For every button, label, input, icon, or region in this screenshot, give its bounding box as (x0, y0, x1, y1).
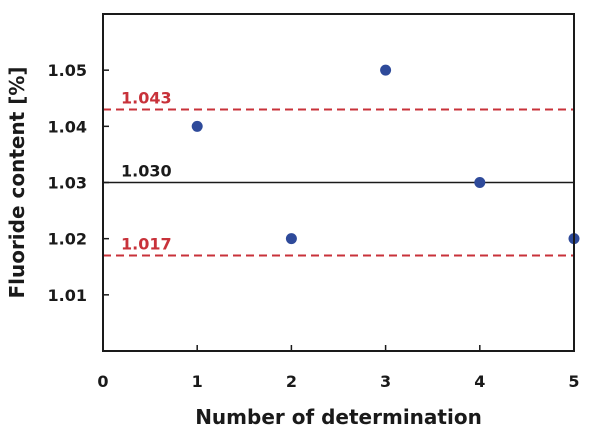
reference-label-1.017: 1.017 (121, 235, 172, 254)
data-point-1 (191, 120, 203, 132)
y-tick-label: 1.01 (48, 286, 87, 305)
data-point-2 (285, 233, 297, 245)
x-tick-label: 2 (286, 372, 297, 391)
x-axis-ticks: 0 1 2 3 4 5 (97, 345, 580, 391)
data-point-4 (474, 177, 486, 188)
plot-content: 1.043 1.030 1.017 (103, 64, 580, 257)
x-tick-label: 3 (380, 372, 391, 391)
x-tick-label: 1 (192, 372, 203, 391)
y-tick-label: 1.05 (48, 61, 87, 80)
y-tick-label: 1.03 (48, 174, 87, 193)
y-axis-label: Fluoride content [%] (5, 66, 29, 298)
data-point-3 (380, 64, 392, 76)
reference-label-1.043: 1.043 (121, 88, 172, 107)
y-axis-ticks: 1.01 1.02 1.03 1.04 1.05 (48, 61, 109, 305)
reference-label-1.030: 1.030 (121, 162, 172, 181)
x-tick-label: 4 (474, 372, 485, 391)
y-tick-label: 1.04 (48, 117, 87, 136)
y-tick-label: 1.02 (48, 230, 87, 249)
x-axis-label: Number of determination (195, 405, 482, 429)
x-tick-label: 0 (97, 372, 108, 391)
x-tick-label: 5 (568, 372, 579, 391)
